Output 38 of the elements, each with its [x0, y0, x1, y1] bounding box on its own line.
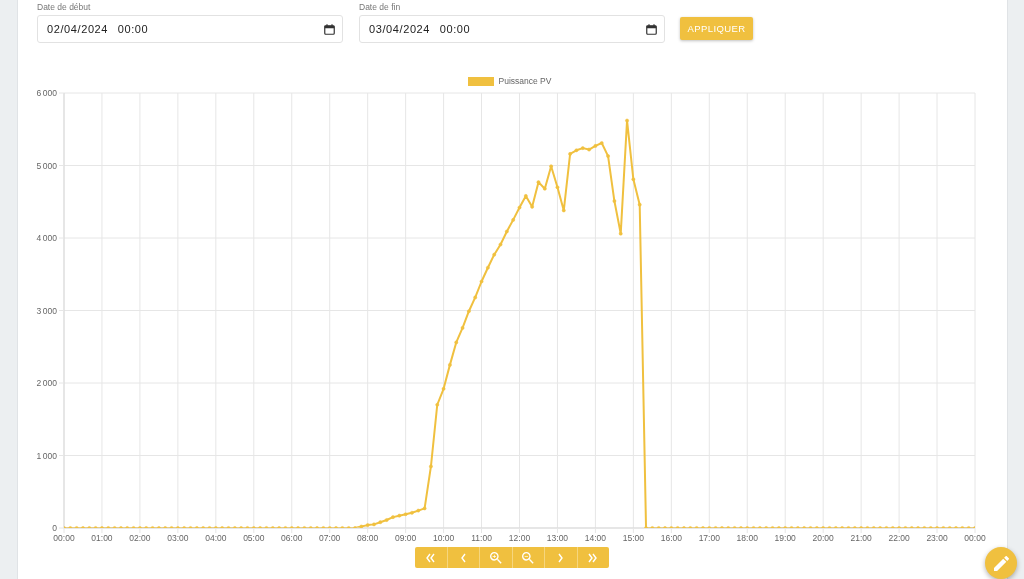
x-tick-label: 19:00: [774, 533, 797, 544]
text: Date de début: [37, 2, 91, 13]
x-tick-label: 05:00: [243, 533, 265, 544]
x-tick-label: 03:00: [167, 533, 189, 544]
x-tick-label: 12:00: [508, 533, 531, 544]
apply-button: APPLIQUER: [680, 17, 753, 40]
legend-label: Puissance PV: [498, 76, 552, 86]
x-tick-label: 04:00: [205, 533, 227, 544]
x-tick-label: 06:00: [281, 533, 303, 544]
x-tick-label: 17:00: [698, 533, 721, 544]
x-tick-label: 00:00: [964, 533, 986, 544]
x-tick-label: 20:00: [812, 533, 835, 544]
x-tick-label: 02:00: [129, 533, 151, 544]
x-tick-label: 23:00: [926, 533, 948, 544]
x-tick-label: 11:00: [471, 533, 493, 544]
y-tick-label: 5 000: [36, 160, 58, 171]
x-tick-label: 15:00: [622, 533, 645, 544]
y-tick-label: 1 000: [36, 450, 58, 461]
y-tick-label: 2 000: [36, 378, 58, 389]
x-tick-label: 16:00: [660, 533, 683, 544]
x-tick-label: 00:00: [53, 533, 75, 544]
x-tick-label: 01:00: [91, 533, 113, 544]
x-tick-label: 13:00: [546, 533, 569, 544]
x-tick-label: 08:00: [357, 533, 379, 544]
x-tick-label: 10:00: [432, 533, 455, 544]
y-tick-label: 3 000: [36, 305, 58, 316]
y-tick-label: 4 000: [36, 233, 58, 244]
date-field: 02/04/2024 00:00: [37, 15, 343, 43]
x-tick-label: 09:00: [394, 533, 417, 544]
text: Date de fin: [359, 2, 401, 13]
y-tick-label: 6 000: [36, 88, 58, 99]
x-tick-label: 07:00: [319, 533, 341, 544]
x-tick-label: 21:00: [850, 533, 873, 544]
x-tick-label: 14:00: [584, 533, 607, 544]
x-tick-label: 18:00: [736, 533, 759, 544]
x-tick-label: 22:00: [888, 533, 910, 544]
date-field: 03/04/2024 00:00: [359, 15, 665, 43]
y-tick-label: 0: [52, 523, 58, 534]
